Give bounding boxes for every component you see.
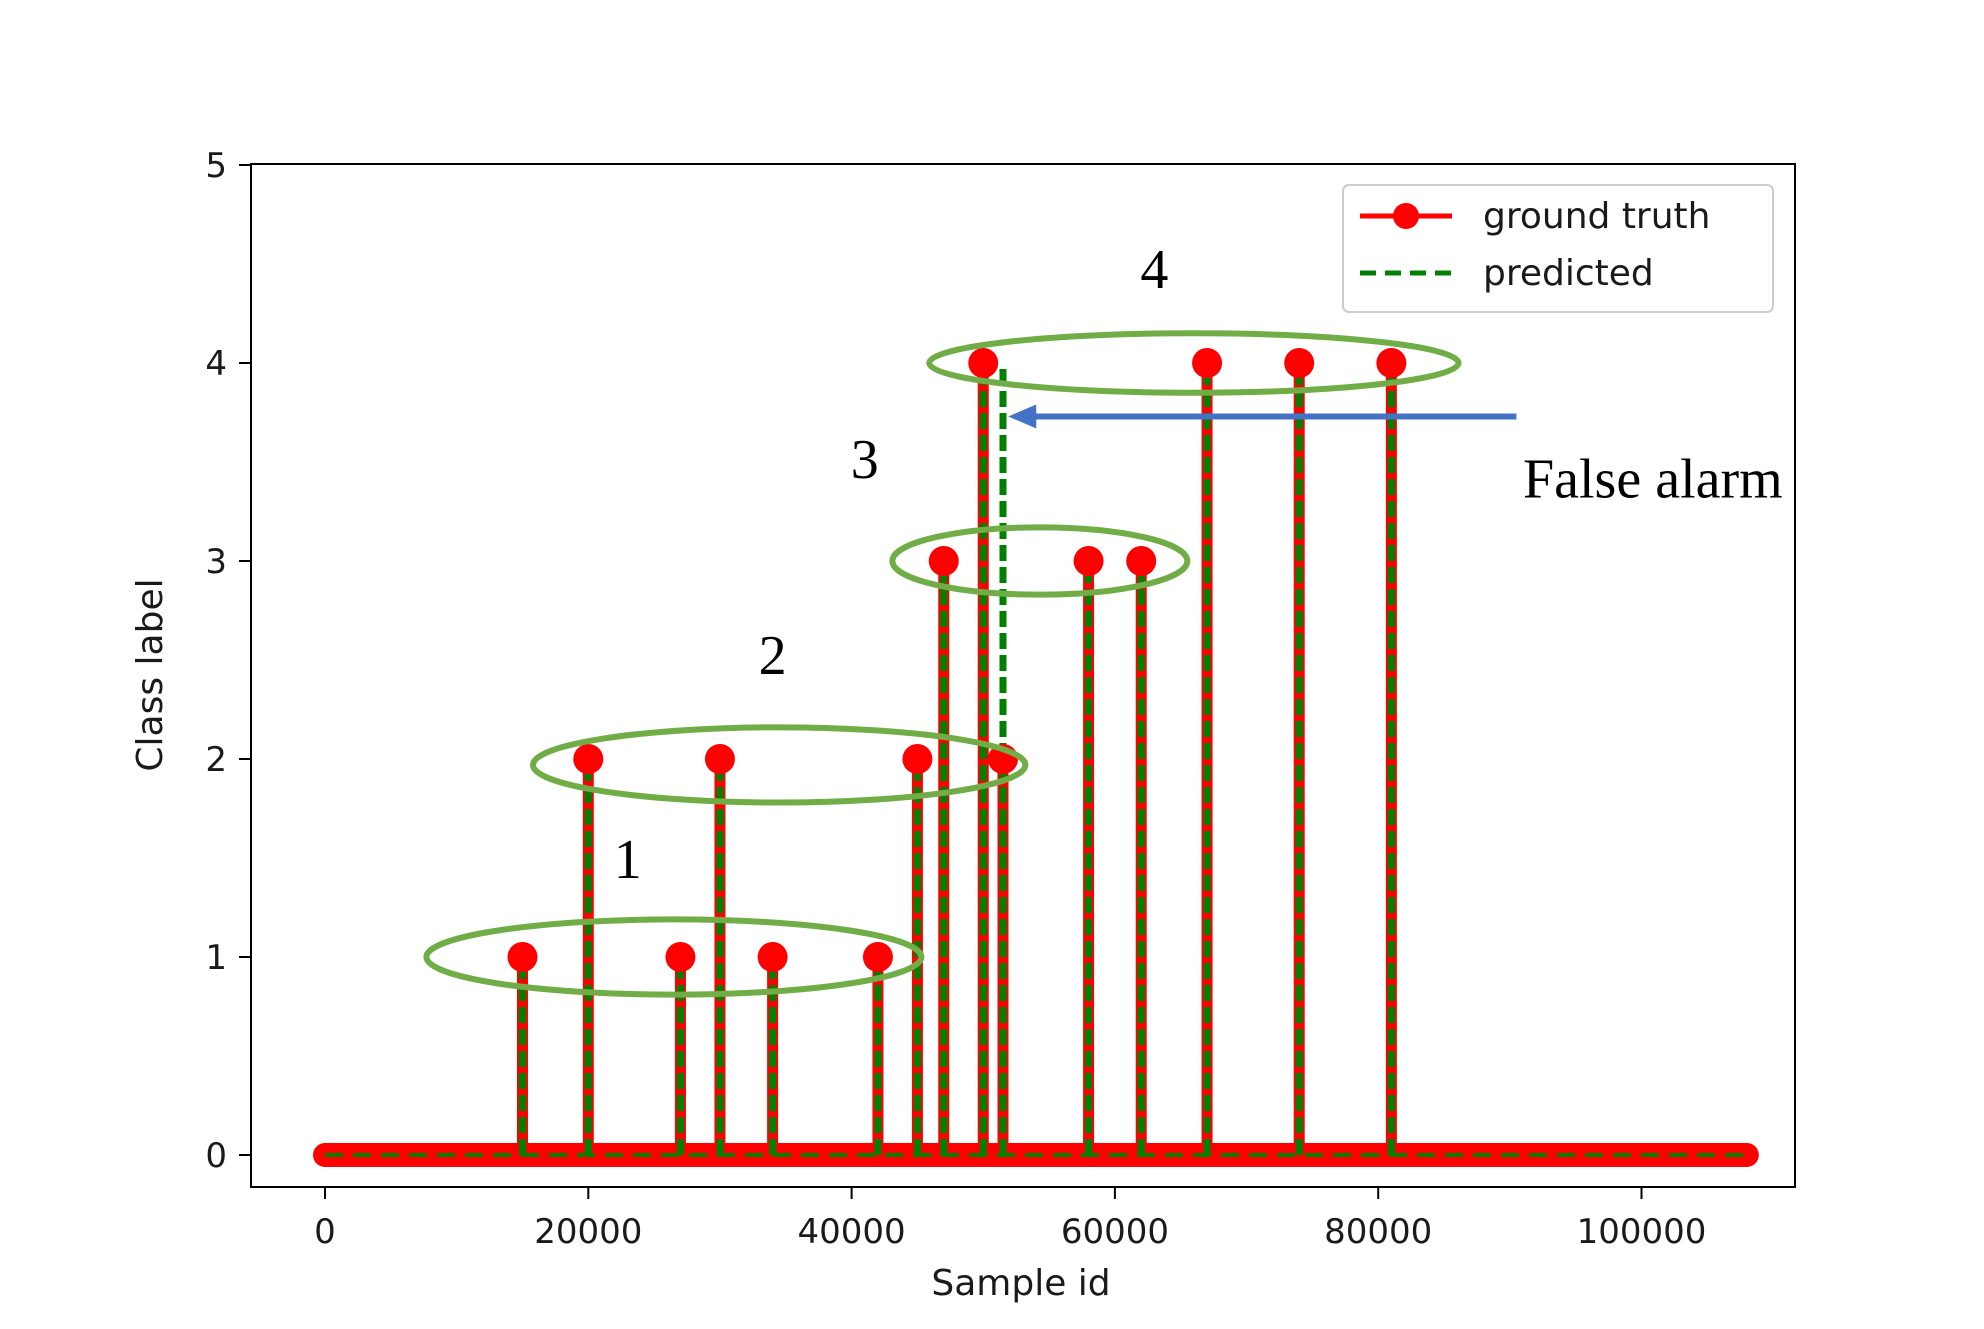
legend-ground-truth-marker (1393, 203, 1419, 229)
false-alarm-label: False alarm (1523, 449, 1783, 511)
ground-truth-marker (1376, 348, 1407, 378)
y-tick-label: 3 (205, 542, 227, 582)
y-tick-label: 1 (205, 938, 227, 978)
plot-marks (313, 348, 1759, 1167)
group-ellipse (530, 724, 1029, 806)
ground-truth-marker (1073, 546, 1104, 576)
group-label: 2 (759, 625, 787, 687)
ground-truth-marker (902, 744, 933, 774)
ground-truth-marker (1192, 348, 1223, 378)
group-ellipse (926, 330, 1462, 396)
ground-truth-marker (968, 348, 999, 378)
y-tick-label: 5 (205, 146, 227, 186)
group-label: 1 (614, 829, 642, 891)
x-axis-label: Sample id (931, 1263, 1110, 1304)
group-label: 3 (851, 429, 879, 491)
x-tick-label: 80000 (1324, 1212, 1432, 1252)
ground-truth-marker (665, 942, 696, 972)
legend: ground truth predicted (1342, 184, 1774, 313)
annotations: 1 2 3 4 False alarm (423, 239, 1783, 998)
x-tick-label: 100000 (1577, 1212, 1707, 1252)
ground-truth-marker (757, 942, 788, 972)
x-tick-label: 40000 (798, 1212, 906, 1252)
x-tick-label: 20000 (534, 1212, 642, 1252)
ground-truth-marker (862, 942, 893, 972)
ground-truth-marker (573, 744, 604, 774)
x-tick-label: 60000 (1061, 1212, 1169, 1252)
legend-predicted-label: predicted (1483, 253, 1654, 294)
axis-ticks: 0 20000 40000 60000 80000 100000 0 1 2 3 4 5 (205, 146, 1706, 1252)
y-tick-label: 4 (205, 344, 227, 384)
y-tick-label: 0 (205, 1136, 227, 1176)
group-label: 4 (1140, 239, 1168, 301)
ground-truth-marker (704, 744, 735, 774)
ground-truth-marker (1126, 546, 1157, 576)
group-ellipse (423, 916, 925, 998)
group-ellipse (889, 524, 1191, 598)
ground-truth-marker (928, 546, 959, 576)
y-axis-label: Class label (130, 578, 171, 771)
y-tick-label: 2 (205, 740, 227, 780)
ground-truth-marker (507, 942, 538, 972)
axes-frame (250, 163, 1796, 1188)
x-tick-label: 0 (314, 1212, 336, 1252)
false-alarm-arrow-head (1008, 404, 1037, 429)
legend-ground-truth-label: ground truth (1483, 196, 1710, 237)
ground-truth-marker (1284, 348, 1315, 378)
